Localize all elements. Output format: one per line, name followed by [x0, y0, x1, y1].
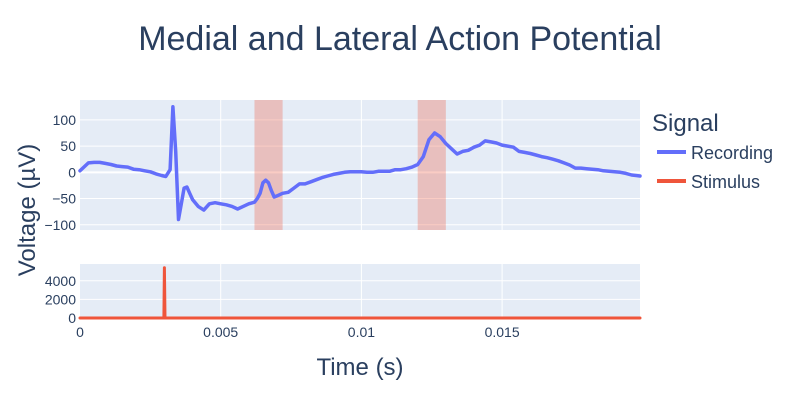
top-y-tick-label: −100 [44, 217, 76, 233]
x-axis-label: Time (s) [316, 354, 403, 381]
y-axis-label: Voltage (µV) [14, 144, 41, 277]
chart-title: Medial and Lateral Action Potential [138, 20, 662, 58]
legend-recording-label[interactable]: Recording [691, 143, 773, 163]
top-plot-area: −100 −50 0 50 100 [44, 100, 642, 233]
bottom-y-tick-label: 2000 [45, 291, 76, 307]
bottom-plot-background [80, 264, 640, 318]
bottom-y-tick-label: 0 [68, 310, 76, 326]
legend: Signal Recording Stimulus [652, 110, 773, 192]
top-y-tick-label: 0 [68, 164, 76, 180]
x-tick-label: 0.015 [485, 324, 520, 340]
top-y-tick-label: 100 [53, 112, 77, 128]
top-y-tick-label: −50 [52, 191, 76, 207]
highlight-band [254, 100, 283, 230]
x-tick-label: 0.01 [348, 324, 375, 340]
x-tick-label: 0.005 [203, 324, 238, 340]
bottom-y-tick-label: 4000 [45, 273, 76, 289]
legend-stimulus-label[interactable]: Stimulus [691, 172, 760, 192]
legend-title: Signal [652, 110, 719, 137]
highlight-band [417, 100, 446, 230]
bottom-plot-area: 0 0.005 0.01 0.015 0 2000 4000 [45, 264, 642, 340]
x-tick-label: 0 [76, 324, 84, 340]
recording-series-line [78, 105, 642, 222]
stimulus-series-line [78, 266, 642, 320]
top-y-tick-label: 50 [60, 138, 76, 154]
